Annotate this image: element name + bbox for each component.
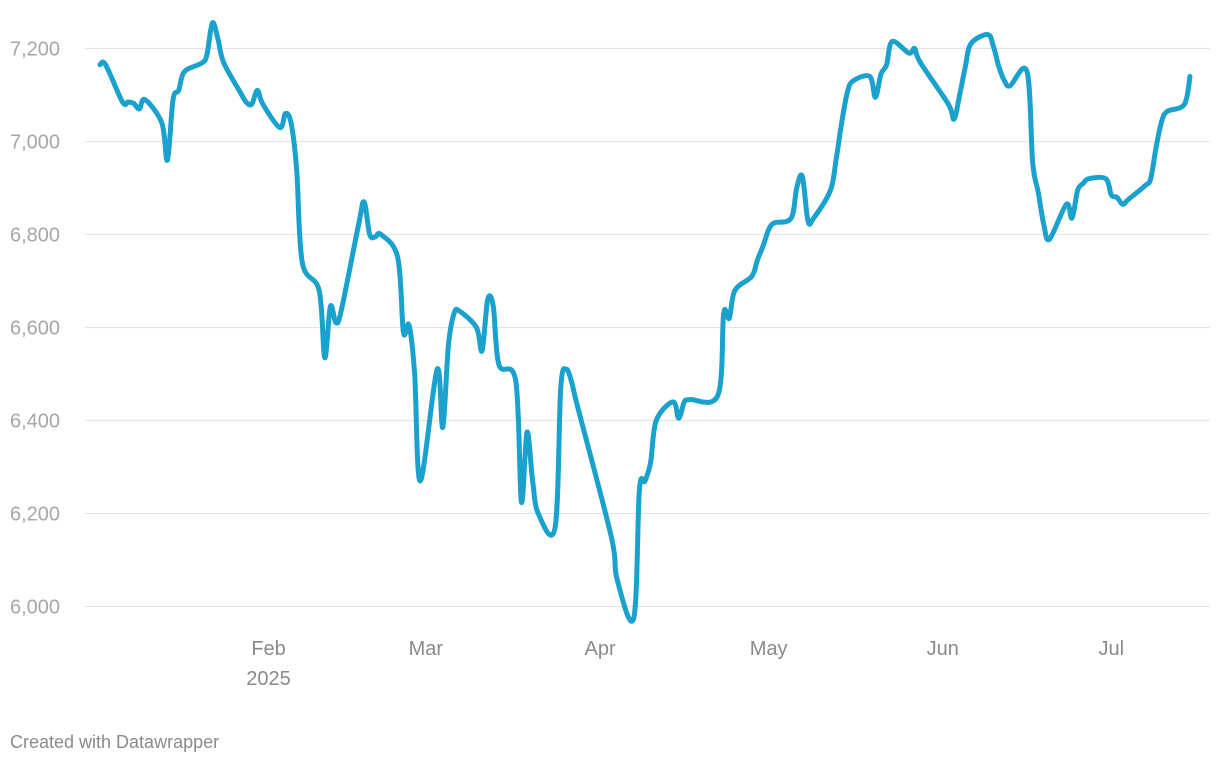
y-tick-label: 7,000 (10, 132, 60, 154)
y-tick-label: 6,400 (10, 411, 60, 433)
series-layer (97, 20, 1193, 624)
y-tick-label: 6,600 (10, 318, 60, 340)
x-tick-label: Mar (409, 638, 444, 660)
y-tick-label: 6,200 (10, 504, 60, 526)
gridlines (85, 47, 1210, 608)
y-tick-label: 6,800 (10, 225, 60, 247)
y-axis-tick-labels: 6,000 6,200 6,400 6,600 6,800 7,000 7,200 (10, 39, 60, 619)
y-tick-label: 7,200 (10, 39, 60, 61)
x-tick-label: Jul (1099, 638, 1125, 660)
x-axis-tick-labels: Feb 2025 Mar Apr May Jun Jul (246, 638, 1124, 690)
x-tick-year-label: 2025 (246, 668, 291, 690)
x-tick-label: Jun (927, 638, 959, 660)
x-tick-label: May (750, 638, 788, 660)
datawrapper-credit: Created with Datawrapper (10, 732, 220, 752)
x-tick-label: Apr (584, 638, 615, 660)
y-tick-label: 6,000 (10, 597, 60, 619)
series-line (97, 20, 1193, 624)
x-tick-label: Feb (251, 638, 285, 660)
